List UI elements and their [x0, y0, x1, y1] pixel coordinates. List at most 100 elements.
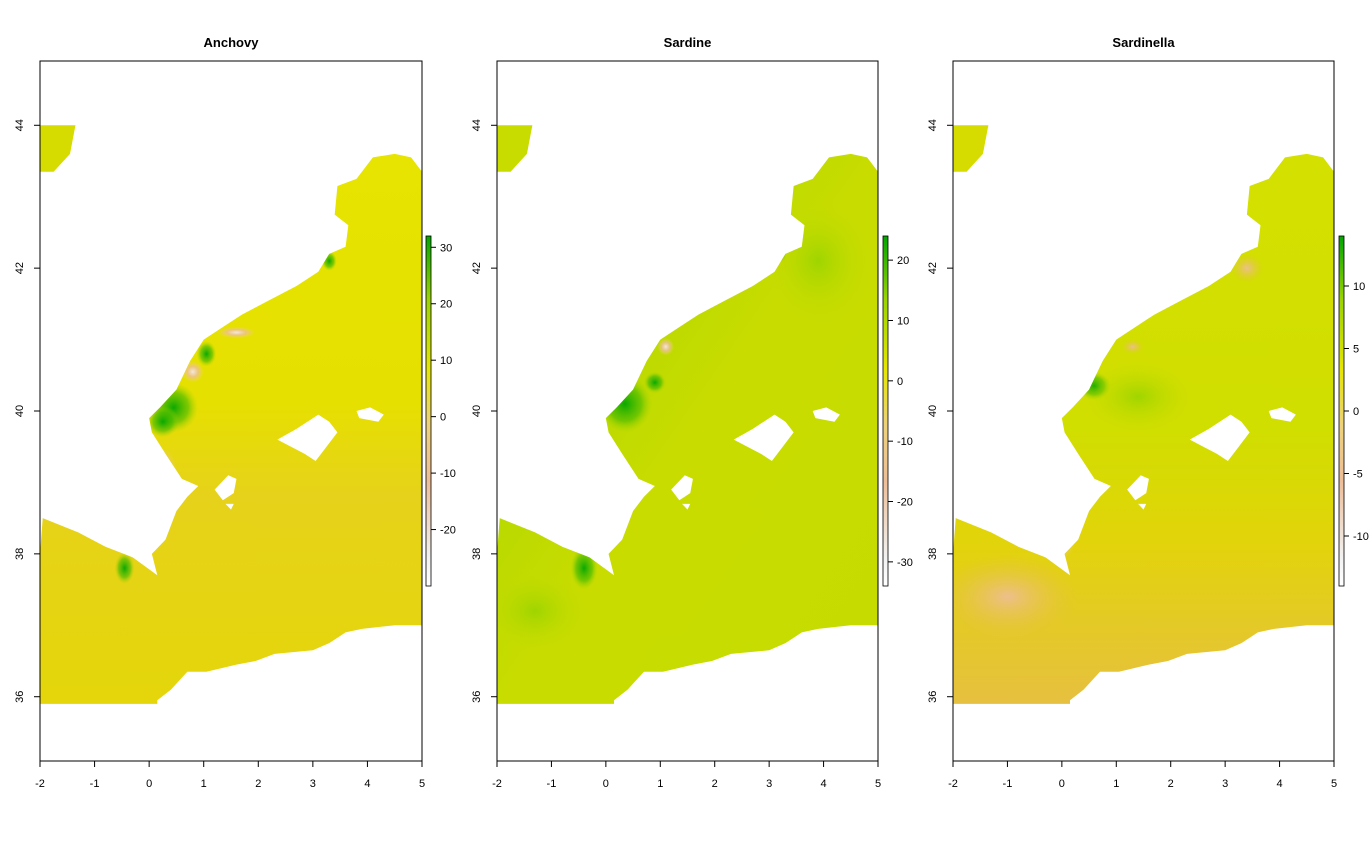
panels-root: Anchovy-2 -1 0 1 2 3 4 536384042443020100-10-20… [14, 35, 1369, 790]
panel-title: Anchovy [204, 35, 260, 50]
x-tick-label: 4 [821, 778, 827, 790]
y-tick-label: 38 [471, 548, 483, 560]
legend-colorbar [1338, 235, 1345, 587]
hotspot [588, 453, 613, 483]
x-tick-label: 2 [1168, 778, 1174, 790]
hotspot [125, 538, 141, 556]
legend-tick-label: 0 [897, 376, 903, 388]
x-tick-label: 0 [1059, 778, 1065, 790]
x-tick-label: 3 [1222, 778, 1228, 790]
map-panel-sardine: Sardine-2 -1 0 1 2 3 4 5363840424420100-10-20-3… [471, 35, 913, 790]
y-tick-label: 42 [14, 262, 26, 274]
legend-tick-label: -5 [1353, 469, 1363, 481]
legend-tick-label: 20 [897, 255, 909, 267]
hotspot [597, 375, 653, 433]
x-tick-label: 0 [603, 778, 609, 790]
legend-tick-label: -20 [440, 525, 456, 537]
hotspot [146, 406, 180, 438]
legend-tick-label: -30 [897, 557, 913, 569]
hotspot [138, 446, 177, 490]
raster-layer [40, 125, 422, 704]
hotspot [1230, 253, 1264, 283]
legend-colorbar [425, 235, 432, 587]
y-tick-label: 38 [14, 548, 26, 560]
x-tick-label: 1 [201, 778, 207, 790]
x-tick-label: 5 [1331, 778, 1337, 790]
legend-tick-label: -20 [897, 497, 913, 509]
x-tick-label: 4 [364, 778, 370, 790]
biscay-patch [953, 125, 989, 172]
raster-layer [497, 125, 878, 704]
y-tick-label: 36 [14, 691, 26, 703]
y-tick-label: 44 [14, 119, 26, 131]
legend-tick-label: -10 [1353, 531, 1369, 543]
y-tick-label: 44 [927, 119, 939, 131]
island [1189, 414, 1250, 461]
island [733, 414, 794, 461]
x-tick-label: 1 [1113, 778, 1119, 790]
x-tick-label: 2 [712, 778, 718, 790]
legend-tick-label: 5 [1353, 344, 1359, 356]
x-tick-label: 1 [657, 778, 663, 790]
island [356, 407, 384, 422]
y-tick-label: 40 [471, 405, 483, 417]
hotspot [643, 371, 666, 394]
y-tick-label: 38 [927, 548, 939, 560]
legend-tick-label: -10 [440, 468, 456, 480]
y-tick-label: 40 [14, 405, 26, 417]
x-tick-label: -2 [492, 778, 502, 790]
hotspot [953, 553, 1079, 640]
x-tick-label: -1 [547, 778, 557, 790]
x-tick-label: 5 [875, 778, 881, 790]
legend-tick-label: 0 [440, 412, 446, 424]
island [214, 475, 237, 501]
panel-title: Sardine [664, 35, 712, 50]
x-tick-label: -2 [35, 778, 45, 790]
legend-tick-label: 30 [440, 242, 452, 254]
island [277, 414, 338, 461]
hotspot [657, 338, 674, 356]
island [812, 407, 840, 422]
legend-tick-label: 10 [1353, 281, 1365, 293]
legend-colorbar [882, 235, 889, 587]
x-tick-label: -1 [1003, 778, 1013, 790]
x-tick-label: -1 [90, 778, 100, 790]
island [1138, 503, 1147, 510]
island [682, 503, 691, 510]
raster-layer [953, 125, 1334, 704]
x-tick-label: -2 [948, 778, 958, 790]
hotspot [114, 552, 135, 584]
y-tick-label: 36 [927, 691, 939, 703]
legend-tick-label: -10 [897, 436, 913, 448]
x-tick-label: 3 [766, 778, 772, 790]
hotspot [1037, 518, 1076, 561]
island [671, 475, 693, 501]
x-tick-label: 4 [1277, 778, 1283, 790]
y-tick-label: 36 [471, 691, 483, 703]
hotspot [1083, 361, 1193, 433]
biscay-patch [497, 125, 533, 172]
legend-tick-label: 20 [440, 299, 452, 311]
y-tick-label: 40 [927, 405, 939, 417]
legend-tick-label: 10 [440, 355, 452, 367]
hotspot [763, 196, 873, 326]
island [225, 503, 234, 510]
legend-tick-label: 0 [1353, 406, 1359, 418]
panel-title: Sardinella [1112, 35, 1175, 50]
biscay-patch [40, 125, 76, 172]
hotspot [497, 568, 590, 654]
hotspot [321, 251, 337, 271]
island [1127, 475, 1149, 501]
sea-surface [40, 153, 422, 704]
x-tick-label: 0 [146, 778, 152, 790]
hotspot [181, 361, 204, 383]
y-tick-label: 42 [927, 262, 939, 274]
hotspot [217, 326, 256, 339]
legend-tick-label: 10 [897, 315, 909, 327]
hotspot [1121, 339, 1144, 354]
y-tick-label: 42 [471, 262, 483, 274]
island [1268, 407, 1296, 422]
x-tick-label: 3 [310, 778, 316, 790]
